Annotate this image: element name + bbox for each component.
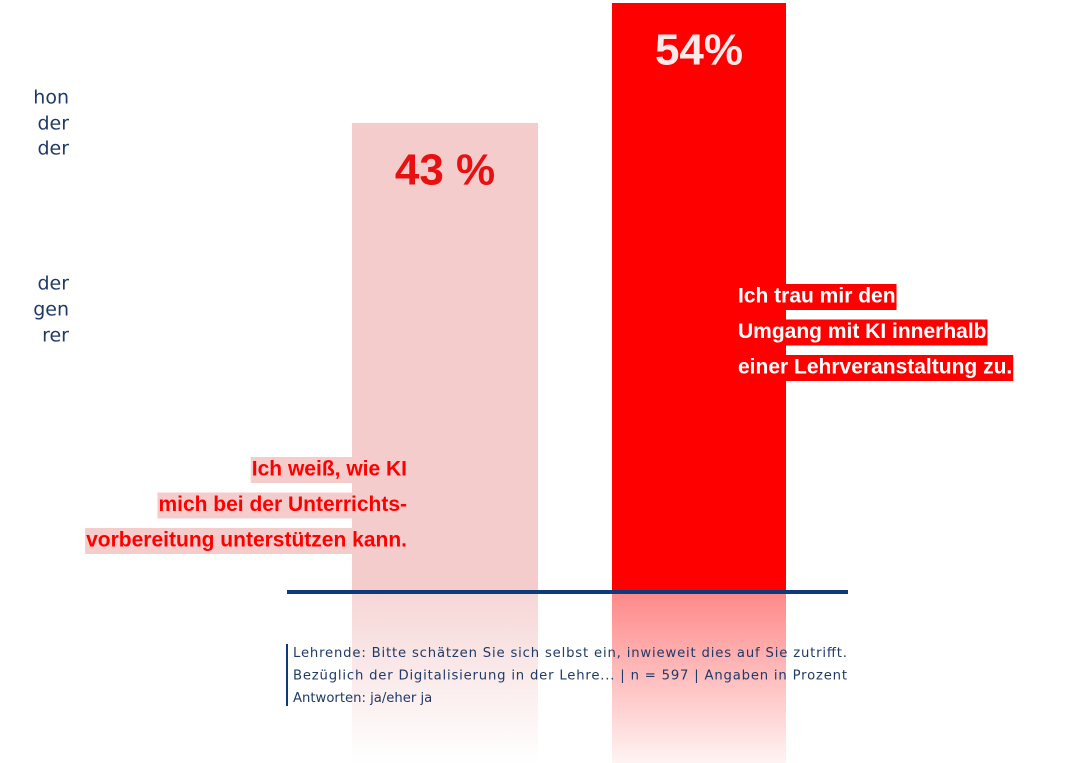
category-label: Umgang mit KI innerhalb — [738, 320, 987, 343]
side-text: gen — [33, 299, 69, 321]
side-text: der — [37, 273, 69, 295]
footnote: Lehrende: Bitte schätzen Sie sich selbst… — [293, 646, 847, 661]
side-text: der — [37, 113, 69, 135]
category-label: Ich trau mir den — [738, 285, 896, 308]
label-highlight — [157, 492, 408, 519]
category-label: mich bei der Unterrichts- — [158, 493, 407, 516]
value-label: 54% — [655, 26, 743, 75]
label-highlight — [250, 457, 408, 483]
category-label: vorbereitung unterstützen kann. — [86, 529, 407, 552]
side-text: der — [37, 138, 69, 160]
value-label: 43 % — [395, 146, 495, 195]
side-text: rer — [42, 325, 69, 347]
footnote: Bezüglich der Digitalisierung in der Leh… — [293, 669, 847, 684]
label-highlight — [737, 319, 988, 346]
label-highlight — [85, 528, 408, 554]
label-highlight — [737, 355, 1014, 381]
foreground: hon der der der gen rer 43 % 54% Ich weiß, wie K… — [33, 26, 1012, 706]
footnote: Antworten: ja/eher ja — [293, 691, 432, 706]
category-label: Ich weiß, wie KI — [252, 458, 407, 481]
category-label: einer Lehrveranstaltung zu. — [738, 356, 1012, 379]
backgrounds — [85, 3, 1014, 763]
bar-fade — [612, 592, 786, 763]
side-text: hon — [33, 87, 69, 109]
bar-fade — [352, 592, 538, 763]
label-highlight — [737, 284, 897, 310]
